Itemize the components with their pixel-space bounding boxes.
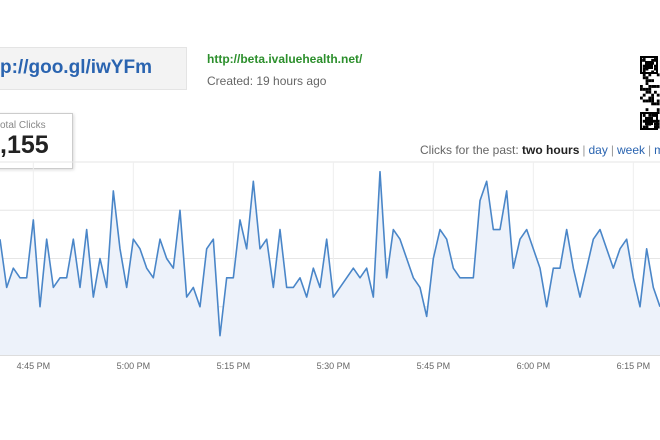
qr-cell — [651, 99, 654, 103]
qr-cell — [642, 58, 646, 62]
qr-cell — [645, 82, 649, 85]
qr-cell — [645, 76, 649, 80]
range-option[interactable]: week — [616, 143, 645, 157]
range-option[interactable]: mo — [654, 143, 660, 157]
x-tick-label: 5:00 PM — [117, 361, 151, 371]
separator: | — [582, 143, 586, 157]
qr-cell — [656, 111, 660, 114]
range-option[interactable]: day — [588, 143, 608, 157]
x-tick-label: 5:45 PM — [417, 361, 451, 371]
qr-cell — [654, 64, 657, 68]
total-clicks-box — [0, 113, 73, 169]
qr-cell — [642, 119, 646, 123]
qr-cell — [651, 85, 654, 88]
separator: | — [610, 143, 614, 157]
qr-cell — [654, 90, 657, 94]
qr-cell — [648, 90, 652, 94]
qr-cell — [642, 99, 646, 103]
qr-cell — [645, 87, 649, 91]
qr-cell — [640, 87, 643, 91]
qr-finder — [640, 112, 658, 130]
qr-cell — [656, 73, 660, 77]
qr-cell — [651, 96, 654, 100]
qr-cell — [648, 85, 652, 88]
qr-cell — [645, 99, 649, 103]
qr-cell — [656, 85, 660, 88]
x-tick-label: 5:15 PM — [217, 361, 251, 371]
total-clicks-label: otal Clicks — [0, 120, 46, 131]
qr-cell — [654, 114, 657, 117]
qr-cell — [656, 119, 660, 123]
range-label: Clicks for the past: — [420, 143, 519, 157]
area — [0, 171, 660, 355]
qr-cell — [645, 67, 649, 71]
qr-cell — [648, 114, 652, 117]
qr-finder — [645, 117, 653, 125]
x-tick-label: 4:45 PM — [17, 361, 51, 371]
qr-cell — [645, 125, 649, 129]
qr-cell — [642, 125, 646, 129]
long-url[interactable]: http://beta.ivaluehealth.net/ — [207, 52, 363, 66]
qr-cell — [656, 122, 660, 126]
qr-cell — [642, 93, 646, 97]
qr-cell — [645, 108, 649, 112]
qr-cell — [654, 119, 657, 123]
qr-cell — [654, 102, 657, 106]
x-tick-label: 6:15 PM — [617, 361, 651, 371]
qr-cell — [640, 85, 643, 88]
qr-cell — [642, 87, 646, 91]
qr-cell — [642, 73, 646, 77]
qr-cell — [645, 79, 649, 83]
line — [0, 170, 660, 337]
qr-finder — [645, 61, 653, 69]
qr-cell — [656, 99, 660, 103]
qr-cell — [648, 73, 652, 77]
range-option[interactable]: two hours — [522, 143, 580, 157]
x-tick-label: 6:00 PM — [517, 361, 551, 371]
short-url-box — [0, 47, 187, 90]
qr-cell — [654, 58, 657, 62]
qr-cell — [651, 93, 654, 97]
qr-cell — [651, 114, 654, 117]
qr-cell — [642, 67, 646, 71]
qr-cell — [654, 85, 657, 88]
qr-cell — [651, 70, 654, 74]
qr-finder — [640, 56, 658, 74]
qr-cell — [651, 58, 654, 62]
qr-cell — [656, 108, 660, 112]
x-tick-label: 5:30 PM — [317, 361, 351, 371]
qr-cell — [648, 99, 652, 103]
qr-cell — [654, 125, 657, 129]
qr-cell — [654, 67, 657, 71]
created: Created: 19 hours ago — [207, 74, 327, 88]
qr-cell — [642, 76, 646, 80]
qr-cell — [648, 96, 652, 100]
range-selector: Clicks for the past: two hours | day | week |… — [420, 143, 660, 157]
qr-cell — [651, 79, 654, 83]
total-clicks-value: ,155 — [0, 131, 49, 159]
qr-cell — [648, 79, 652, 83]
qr-cell — [654, 122, 657, 126]
qr-cell — [651, 102, 654, 106]
qr-code — [640, 56, 660, 130]
qr-cell — [645, 90, 649, 94]
short-url[interactable]: p://goo.gl/iwYFm — [0, 57, 152, 78]
qr-cell — [656, 102, 660, 106]
qr-cell — [642, 64, 646, 68]
separator: | — [648, 143, 652, 157]
qr-cell — [642, 114, 646, 117]
qr-cell — [656, 93, 660, 97]
qr-cell — [640, 96, 643, 100]
qr-cell — [648, 87, 652, 91]
qr-cell — [656, 125, 660, 129]
qr-cell — [642, 70, 646, 74]
